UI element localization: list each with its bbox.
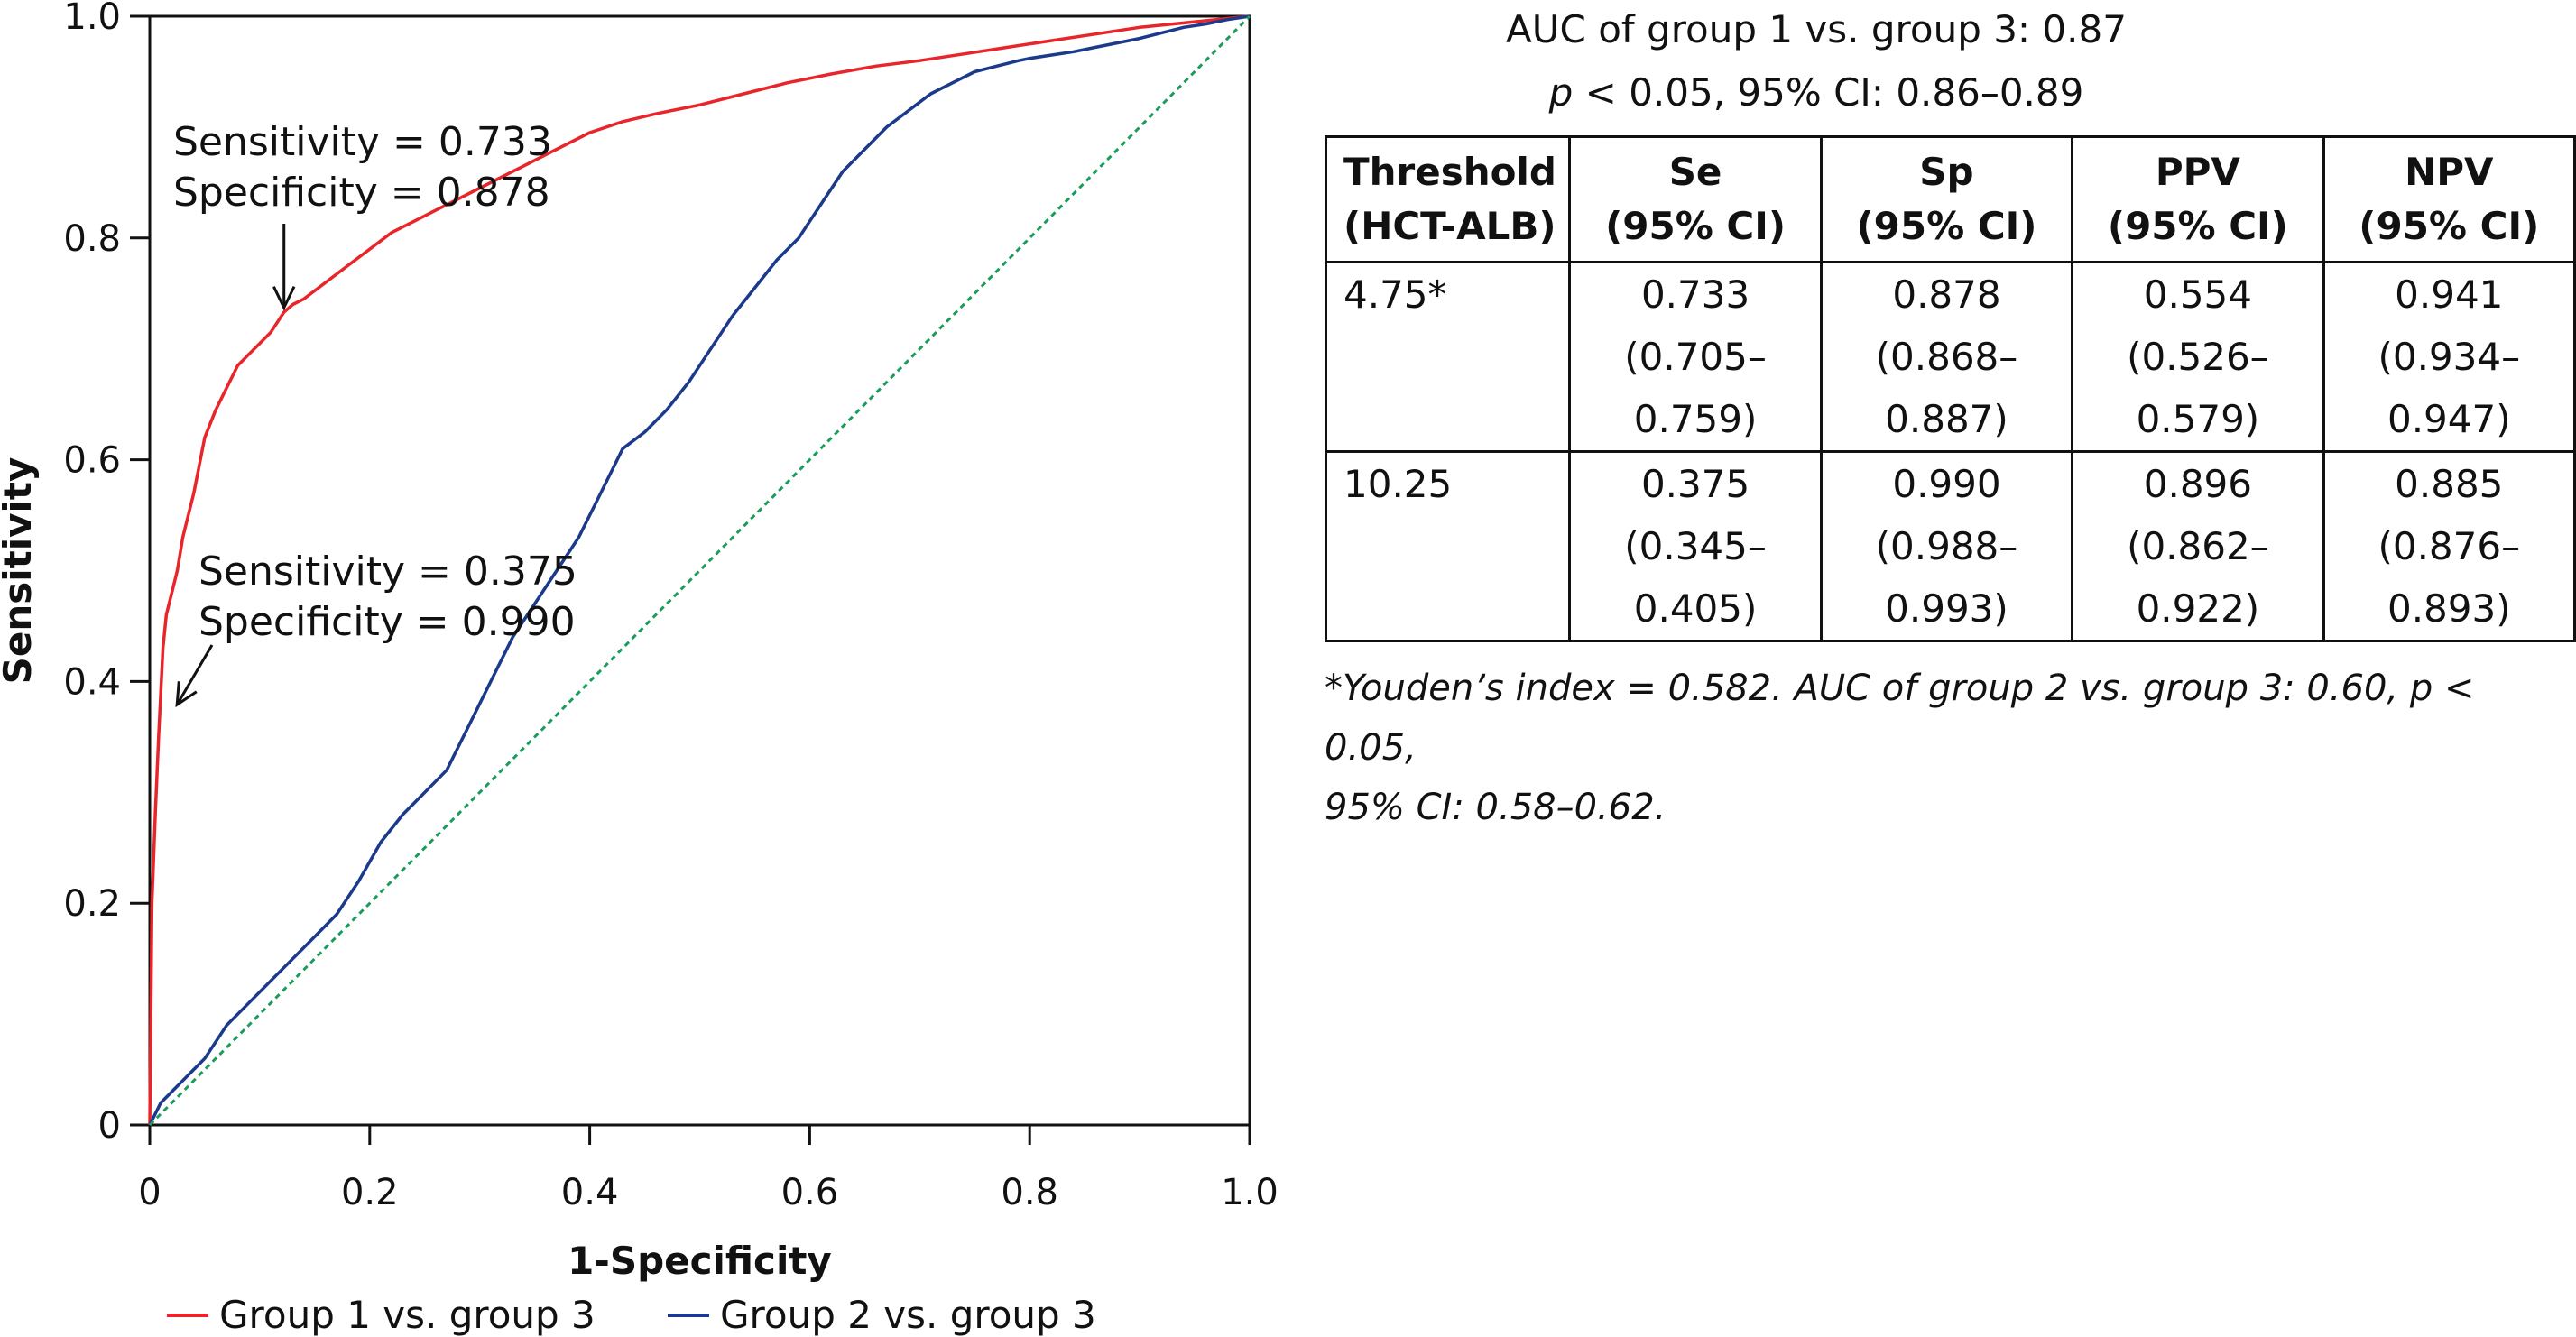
header-npv: NPV (95% CI): [2323, 137, 2574, 263]
y-axis-title: Sensitivity: [0, 457, 40, 685]
p-symbol: p: [1549, 70, 1574, 115]
legend-label: Group 1 vs. group 3: [219, 1293, 596, 1337]
y-tick-label: 0.8: [63, 218, 121, 260]
p-ci-text: < 0.05, 95% CI: 0.86–0.89: [1573, 70, 2083, 115]
annotation-sensitivity: Sensitivity = 0.375: [199, 549, 577, 595]
threshold-cell: 10.25: [1326, 452, 1570, 641]
sp-cell: 0.990 (0.988– 0.993): [1821, 452, 2072, 641]
plot-area: 0 0.2 0.4 0.6 0.8 1.0 0 0.2 0.4 0.6 0.8 1.0 1-Specif…: [0, 0, 1279, 1337]
sp-cell: 0.878 (0.868– 0.887): [1821, 263, 2072, 452]
table-header-row: Threshold (HCT-ALB) Se (95% CI) Sp (95% CI)…: [1326, 137, 2575, 263]
y-tick-label: 1.0: [63, 0, 121, 38]
x-tick-label: 0.2: [341, 1172, 399, 1213]
header-se: Se (95% CI): [1570, 137, 1821, 263]
auc-p-ci-line: p < 0.05, 95% CI: 0.86–0.89: [1325, 70, 2308, 115]
y-tick-label: 0.2: [63, 883, 121, 925]
y-tick-label: 0.4: [63, 661, 121, 703]
ppv-cell: 0.554 (0.526– 0.579): [2073, 263, 2323, 452]
x-tick-label: 0: [138, 1172, 161, 1213]
x-tick-label: 0.8: [1001, 1172, 1058, 1213]
x-tick-label: 0.6: [781, 1172, 839, 1213]
header-sp: Sp (95% CI): [1821, 137, 2072, 263]
npv-cell: 0.885 (0.876– 0.893): [2323, 452, 2574, 641]
legend-label: Group 2 vs. group 3: [720, 1293, 1096, 1337]
auc-summary-line: AUC of group 1 vs. group 3: 0.87: [1325, 7, 2308, 52]
annotation-arrow-head: [177, 681, 197, 705]
annotation-arrow-shaft: [177, 645, 212, 705]
npv-cell: 0.941 (0.934– 0.947): [2323, 263, 2574, 452]
roc-chart: 0 0.2 0.4 0.6 0.8 1.0 0 0.2 0.4 0.6 0.8 1.0 1-Specif…: [0, 0, 1299, 1337]
diagnostic-table: Threshold (HCT-ALB) Se (95% CI) Sp (95% CI)…: [1325, 135, 2576, 642]
annotation-sensitivity: Sensitivity = 0.733: [173, 119, 552, 165]
x-axis-title: 1-Specificity: [568, 1239, 832, 1283]
se-cell: 0.375 (0.345– 0.405): [1570, 452, 1821, 641]
x-tick-label: 1.0: [1221, 1172, 1279, 1213]
table-row: 4.75* 0.733 (0.705– 0.759) 0.878 (0.868– 0.8…: [1326, 263, 2575, 452]
annotation-specificity: Specificity = 0.878: [173, 170, 550, 216]
threshold-cell: 4.75*: [1326, 263, 1570, 452]
y-tick-label: 0.6: [63, 440, 121, 482]
annotation-specificity: Specificity = 0.990: [199, 599, 576, 645]
ppv-cell: 0.896 (0.862– 0.922): [2073, 452, 2323, 641]
se-cell: 0.733 (0.705– 0.759): [1570, 263, 1821, 452]
header-threshold: Threshold (HCT-ALB): [1326, 137, 1570, 263]
header-ppv: PPV (95% CI): [2073, 137, 2323, 263]
table-footnote: *Youden’s index = 0.582. AUC of group 2 …: [1325, 659, 2576, 837]
y-tick-label: 0: [98, 1105, 121, 1147]
x-tick-label: 0.4: [561, 1172, 619, 1213]
table-row: 10.25 0.375 (0.345– 0.405) 0.990 (0.988– 0.9…: [1326, 452, 2575, 641]
